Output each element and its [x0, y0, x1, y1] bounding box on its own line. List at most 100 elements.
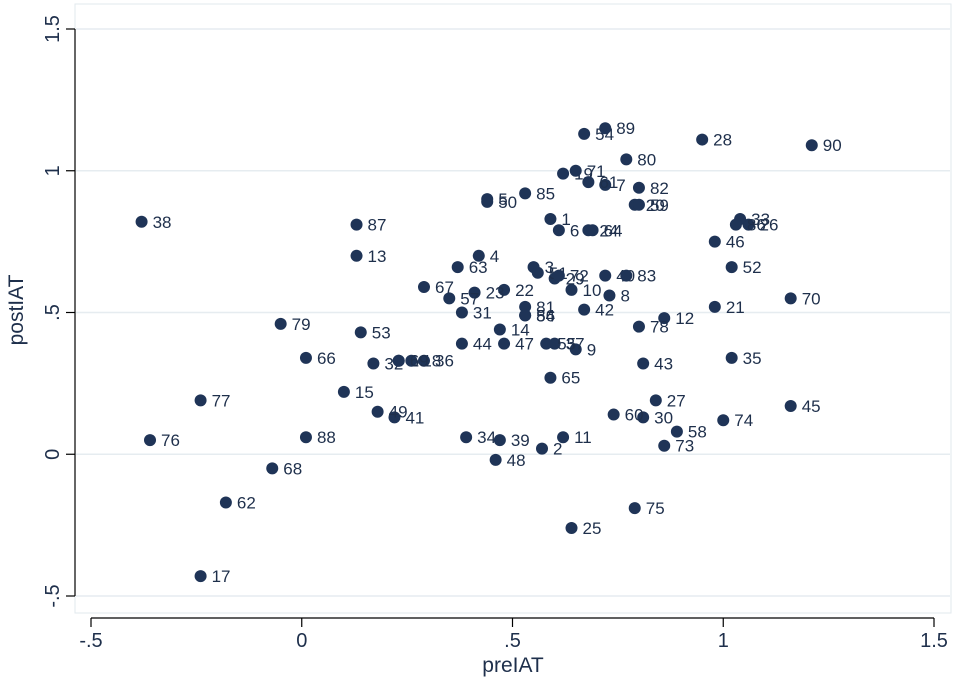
data-point-42 — [578, 303, 591, 316]
point-label-27: 27 — [667, 391, 686, 410]
data-point-18 — [405, 354, 418, 367]
point-label-58: 58 — [688, 423, 707, 442]
point-label-44: 44 — [473, 335, 492, 354]
data-point-58 — [670, 425, 683, 438]
point-label-22: 22 — [515, 281, 534, 300]
point-label-83: 83 — [637, 267, 656, 286]
point-label-89: 89 — [616, 119, 635, 138]
data-point-31 — [455, 306, 468, 319]
data-point-69 — [392, 354, 405, 367]
data-point-37 — [548, 337, 561, 350]
data-point-43 — [637, 357, 650, 370]
point-label-25: 25 — [583, 519, 602, 538]
data-point-71 — [569, 164, 582, 177]
point-label-23: 23 — [486, 284, 505, 303]
data-point-41 — [388, 411, 401, 424]
point-label-69: 69 — [410, 352, 429, 371]
point-label-5: 5 — [498, 190, 507, 209]
data-point-7 — [599, 178, 612, 191]
data-point-76 — [144, 434, 157, 447]
point-label-35: 35 — [743, 349, 762, 368]
point-label-60: 60 — [625, 406, 644, 425]
point-label-53: 53 — [372, 323, 391, 342]
data-point-22 — [498, 283, 511, 296]
data-points: 1234567891011121314151617181920212223242… — [135, 119, 842, 586]
point-label-39: 39 — [511, 431, 530, 450]
data-point-90 — [805, 139, 818, 152]
point-label-77: 77 — [212, 391, 231, 410]
grid-lines — [76, 28, 950, 597]
point-label-47: 47 — [515, 335, 534, 354]
point-label-81: 81 — [536, 298, 555, 317]
data-point-36 — [417, 354, 430, 367]
data-point-86 — [729, 218, 742, 231]
data-point-57 — [443, 292, 456, 305]
point-label-20: 20 — [646, 196, 665, 215]
point-label-37: 37 — [566, 335, 585, 354]
point-label-88: 88 — [317, 428, 336, 447]
data-point-46 — [708, 235, 721, 248]
point-label-10: 10 — [583, 281, 602, 300]
point-label-50: 50 — [498, 193, 517, 212]
point-label-43: 43 — [654, 355, 673, 374]
point-label-56: 56 — [536, 306, 555, 325]
point-label-45: 45 — [802, 397, 821, 416]
plot-area-border — [74, 3, 952, 614]
data-point-85 — [519, 187, 532, 200]
data-point-83 — [620, 269, 633, 282]
data-point-66 — [299, 351, 312, 364]
data-point-61 — [582, 176, 595, 189]
data-point-15 — [337, 385, 350, 398]
point-label-17: 17 — [212, 567, 231, 586]
point-label-84: 84 — [536, 306, 555, 325]
point-label-11: 11 — [574, 428, 592, 447]
data-point-65 — [544, 371, 557, 384]
data-point-6 — [552, 224, 565, 237]
data-point-73 — [658, 439, 671, 452]
data-point-88 — [299, 431, 312, 444]
data-point-25 — [565, 521, 578, 534]
data-point-28 — [696, 133, 709, 146]
point-label-30: 30 — [654, 408, 673, 427]
point-label-26: 26 — [760, 216, 779, 235]
data-point-34 — [460, 431, 473, 444]
data-point-1 — [544, 212, 557, 225]
point-label-8: 8 — [620, 286, 629, 305]
data-point-39 — [493, 434, 506, 447]
data-point-49 — [371, 405, 384, 418]
point-label-68: 68 — [283, 459, 302, 478]
y-axis-label: postIAT — [5, 274, 28, 345]
data-point-8 — [603, 289, 616, 302]
point-label-62: 62 — [237, 493, 256, 512]
data-point-9 — [569, 343, 582, 356]
point-label-3: 3 — [545, 258, 554, 277]
point-label-28: 28 — [713, 131, 732, 150]
data-point-78 — [632, 320, 645, 333]
data-point-14 — [493, 323, 506, 336]
data-point-2 — [536, 442, 549, 455]
y-tick-label: 1 — [42, 165, 64, 176]
data-point-64 — [586, 224, 599, 237]
point-label-46: 46 — [726, 233, 745, 252]
data-point-84 — [519, 309, 532, 322]
point-label-82: 82 — [650, 179, 669, 198]
x-tick-label: .5 — [504, 630, 521, 652]
point-label-13: 13 — [368, 247, 387, 266]
data-point-32 — [367, 357, 380, 370]
data-point-35 — [725, 351, 738, 364]
point-label-66: 66 — [317, 349, 336, 368]
point-label-86: 86 — [747, 216, 766, 235]
data-point-40 — [599, 269, 612, 282]
point-label-79: 79 — [292, 315, 311, 334]
point-label-87: 87 — [368, 216, 387, 235]
x-axis-ticks: -.5 0 .5 1 1.5 — [79, 618, 948, 652]
data-point-11 — [557, 431, 570, 444]
data-point-23 — [468, 286, 481, 299]
point-label-80: 80 — [637, 150, 656, 169]
x-axis-label: preIAT — [482, 654, 544, 677]
point-label-75: 75 — [646, 499, 665, 518]
point-label-52: 52 — [743, 258, 762, 277]
point-label-61: 61 — [599, 173, 618, 192]
point-label-85: 85 — [536, 184, 555, 203]
